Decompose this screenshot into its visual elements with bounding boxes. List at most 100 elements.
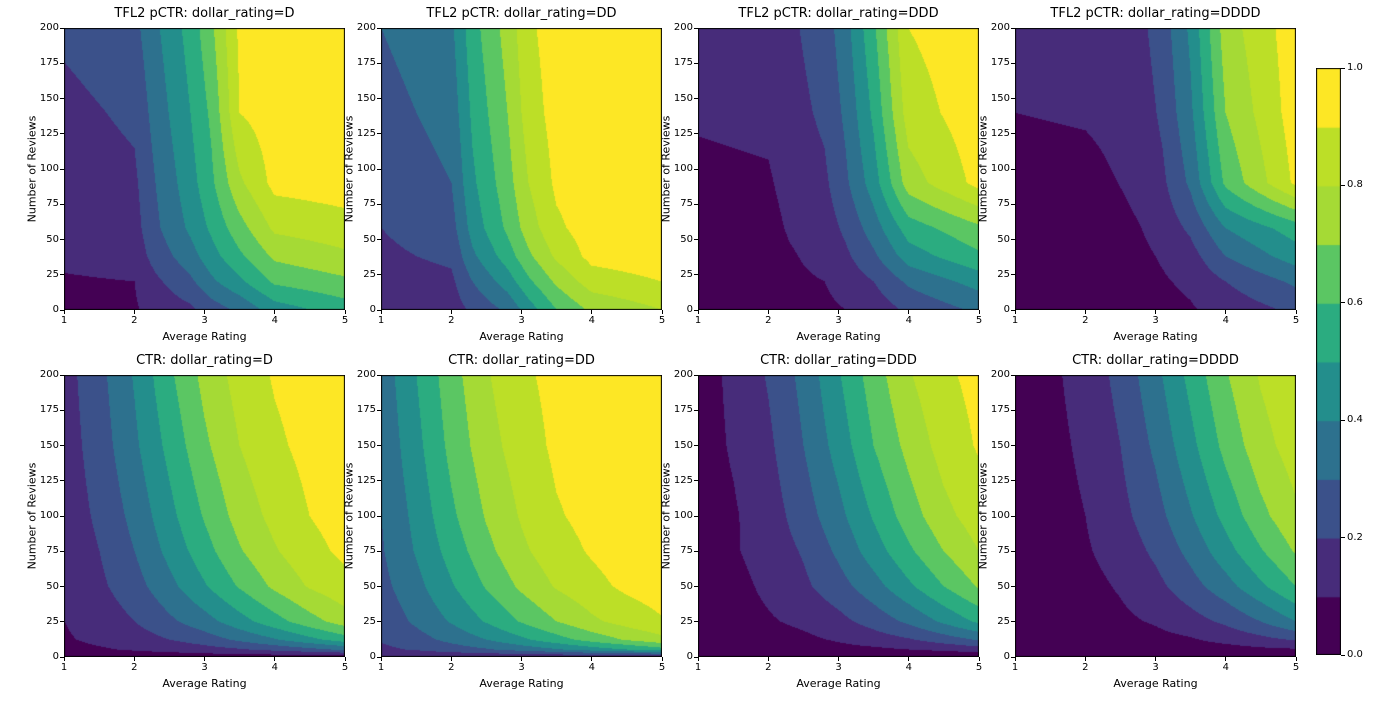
x-axis-label: Average Rating bbox=[479, 677, 564, 690]
x-tick-mark bbox=[521, 657, 522, 661]
y-tick-label: 175 bbox=[356, 57, 376, 69]
y-tick-mark bbox=[60, 274, 64, 276]
y-tick-label: 75 bbox=[46, 198, 59, 210]
x-tick-mark bbox=[767, 657, 769, 661]
x-tick-mark bbox=[344, 657, 346, 661]
colorbar-tick-label: 0.0 bbox=[1347, 649, 1363, 660]
y-tick-mark bbox=[694, 480, 698, 482]
y-tick-mark bbox=[1011, 98, 1015, 99]
contour-plot bbox=[1015, 375, 1296, 657]
y-tick-label: 50 bbox=[680, 580, 693, 592]
subplot-tfl2-pctr-d: TFL2 pCTR: dollar_rating=D Number of Rev… bbox=[26, 6, 349, 343]
subplot-ctr-ddd: CTR: dollar_rating=DDD Number of Reviews… bbox=[660, 353, 983, 690]
subplot-title: TFL2 pCTR: dollar_rating=D bbox=[114, 6, 295, 21]
y-tick-label: 125 bbox=[673, 474, 693, 486]
x-tick-mark bbox=[1155, 657, 1156, 661]
subplot-tfl2-pctr-ddd: TFL2 pCTR: dollar_rating=DDD Number of R… bbox=[660, 6, 983, 343]
subplot-title: CTR: dollar_rating=DD bbox=[448, 353, 595, 368]
x-tick-label: 1 bbox=[377, 662, 385, 673]
x-tick-label: 3 bbox=[518, 315, 525, 326]
x-tick-mark bbox=[838, 657, 839, 661]
y-tick-mark bbox=[60, 309, 64, 311]
x-tick-label: 4 bbox=[271, 662, 278, 673]
y-tick-label: 125 bbox=[356, 127, 376, 139]
y-tick-label: 125 bbox=[39, 127, 59, 139]
colorbar-tick-mark bbox=[1341, 184, 1345, 186]
y-tick-mark bbox=[377, 98, 381, 99]
y-tick-mark bbox=[1011, 656, 1015, 658]
x-tick-label: 3 bbox=[835, 662, 842, 673]
contour-plot bbox=[1015, 28, 1296, 310]
x-tick-mark bbox=[1084, 657, 1086, 661]
y-tick-mark bbox=[377, 515, 381, 517]
y-tick-mark bbox=[1011, 239, 1015, 240]
y-tick-mark bbox=[60, 27, 64, 29]
x-tick-mark bbox=[1155, 310, 1156, 314]
y-tick-label: 25 bbox=[363, 268, 376, 280]
subplot-title: CTR: dollar_rating=DDD bbox=[760, 353, 917, 368]
y-tick-label: 125 bbox=[39, 474, 59, 486]
y-tick-label: 175 bbox=[673, 57, 693, 69]
x-axis-label: Average Rating bbox=[796, 677, 881, 690]
y-tick-label: 50 bbox=[363, 580, 376, 592]
y-tick-mark bbox=[377, 309, 381, 311]
x-tick-label: 3 bbox=[835, 315, 842, 326]
y-tick-label: 125 bbox=[990, 474, 1010, 486]
y-tick-mark bbox=[377, 274, 381, 276]
x-tick-label: 1 bbox=[694, 315, 702, 326]
x-tick-mark bbox=[274, 657, 276, 661]
y-tick-label: 0 bbox=[369, 651, 376, 662]
contour-plot bbox=[64, 375, 345, 657]
x-tick-label: 4 bbox=[905, 315, 912, 326]
x-tick-label: 3 bbox=[201, 315, 208, 326]
y-tick-mark bbox=[694, 309, 698, 311]
y-tick-label: 200 bbox=[673, 369, 693, 380]
x-tick-label: 5 bbox=[658, 315, 666, 326]
y-tick-label: 75 bbox=[997, 198, 1010, 210]
y-tick-mark bbox=[1011, 309, 1015, 311]
x-tick-mark bbox=[133, 310, 135, 314]
y-tick-label: 50 bbox=[46, 233, 59, 245]
y-tick-label: 125 bbox=[673, 127, 693, 139]
contour-plot bbox=[698, 375, 979, 657]
y-tick-label: 150 bbox=[990, 92, 1010, 104]
x-tick-mark bbox=[661, 657, 663, 661]
x-tick-mark bbox=[63, 657, 65, 661]
y-tick-label: 0 bbox=[369, 304, 376, 315]
x-tick-mark bbox=[978, 657, 980, 661]
x-tick-label: 5 bbox=[975, 315, 983, 326]
x-axis-label: Average Rating bbox=[1113, 330, 1198, 343]
subplot-ctr-dddd: CTR: dollar_rating=DDDD Number of Review… bbox=[977, 353, 1300, 690]
colorbar-tick-mark bbox=[1341, 537, 1345, 539]
y-tick-label: 175 bbox=[673, 404, 693, 416]
y-tick-label: 50 bbox=[46, 580, 59, 592]
y-tick-label: 200 bbox=[990, 22, 1010, 33]
y-tick-label: 75 bbox=[363, 198, 376, 210]
y-tick-mark bbox=[377, 203, 381, 205]
y-tick-label: 0 bbox=[1003, 304, 1010, 315]
colorbar-tick-label: 1.0 bbox=[1347, 62, 1363, 73]
y-tick-label: 200 bbox=[356, 369, 376, 380]
y-tick-label: 75 bbox=[46, 545, 59, 557]
y-tick-mark bbox=[377, 656, 381, 658]
y-tick-label: 150 bbox=[356, 439, 376, 451]
y-tick-mark bbox=[377, 239, 381, 240]
y-tick-label: 150 bbox=[39, 439, 59, 451]
y-tick-mark bbox=[1011, 586, 1015, 587]
x-tick-label: 2 bbox=[765, 315, 772, 326]
x-tick-mark bbox=[978, 310, 980, 314]
x-tick-mark bbox=[521, 310, 522, 314]
x-tick-mark bbox=[838, 310, 839, 314]
x-tick-mark bbox=[1225, 310, 1227, 314]
x-tick-label: 5 bbox=[658, 662, 666, 673]
x-tick-label: 1 bbox=[694, 662, 702, 673]
x-tick-mark bbox=[697, 310, 699, 314]
y-tick-mark bbox=[377, 168, 381, 170]
y-tick-mark bbox=[377, 480, 381, 482]
y-tick-label: 150 bbox=[673, 92, 693, 104]
x-tick-label: 2 bbox=[131, 315, 138, 326]
y-tick-mark bbox=[60, 239, 64, 240]
x-tick-label: 2 bbox=[765, 662, 772, 673]
y-tick-label: 100 bbox=[673, 163, 693, 174]
y-tick-mark bbox=[377, 586, 381, 587]
